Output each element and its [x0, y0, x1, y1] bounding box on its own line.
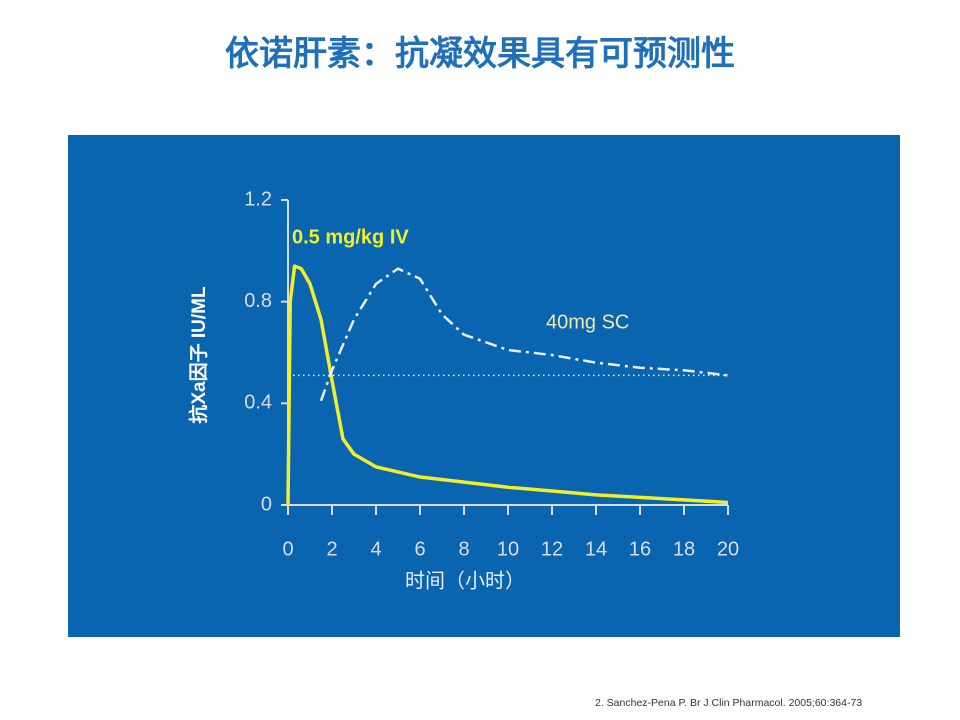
x-tick-label: 10: [497, 538, 519, 560]
x-tick-label: 2: [326, 538, 337, 560]
x-tick-label: 16: [629, 538, 651, 560]
x-tick-label: 8: [458, 538, 469, 560]
y-tick-label: 0: [261, 493, 272, 515]
y-tick-label: 0.8: [244, 290, 272, 312]
x-axis-title: 时间（小时）: [405, 569, 525, 592]
series-label: 40mg SC: [546, 311, 629, 333]
chart-panel: [68, 135, 900, 637]
series-line: [319, 267, 729, 402]
x-tick-label: 14: [585, 538, 607, 560]
x-tick-label: 6: [414, 538, 425, 560]
x-tick-label: 20: [717, 538, 739, 560]
y-tick-label: 1.2: [244, 188, 272, 210]
x-tick-label: 12: [541, 538, 563, 560]
slide-title: 依诺肝素：抗凝效果具有可预测性: [225, 34, 735, 73]
x-tick-label: 0: [282, 538, 293, 560]
x-tick-label: 4: [370, 538, 381, 560]
series-label: 0.5 mg/kg IV: [292, 226, 409, 248]
series-line: [286, 264, 729, 506]
y-axis-title: 抗Xa因子 IU/ML: [187, 286, 210, 424]
x-tick-label: 18: [673, 538, 695, 560]
source-note: 2. Sanchez-Pena P. Br J Clin Pharmacol. …: [595, 697, 862, 709]
y-tick-label: 0.4: [244, 392, 272, 414]
